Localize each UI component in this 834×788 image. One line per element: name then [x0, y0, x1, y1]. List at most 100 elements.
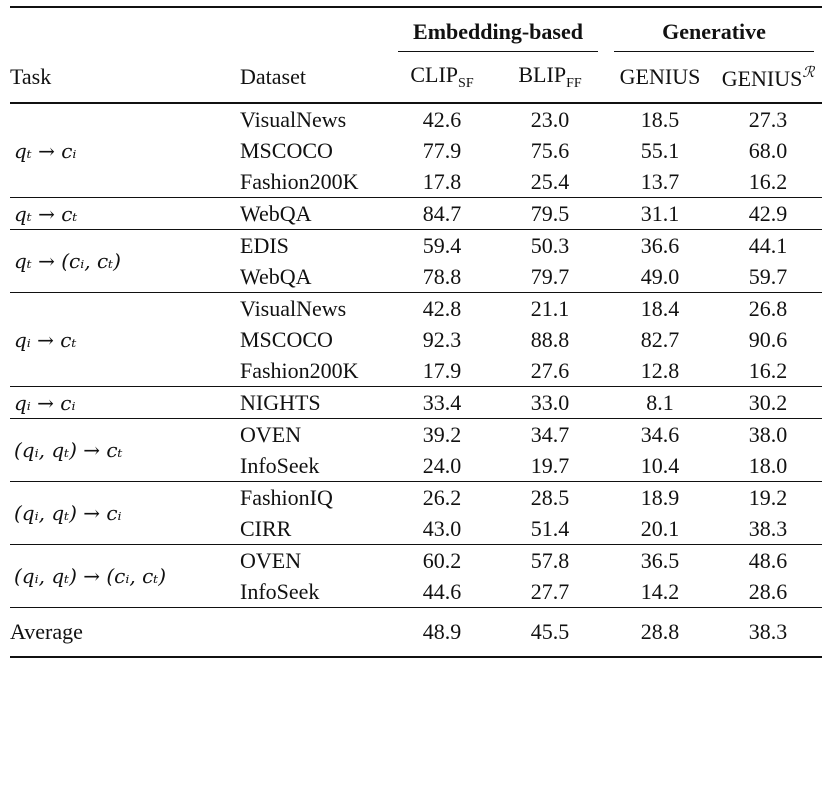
- clip-score-cell: 84.7: [422, 200, 462, 226]
- blip-score-cell: 23.0: [530, 106, 570, 132]
- header-spacer: [240, 7, 390, 52]
- table-row: qₜ → cᵢ VisualNews 42.6 23.0 18.5 27.3: [10, 103, 823, 163]
- dataset-cell: FashionIQ: [240, 484, 333, 510]
- genius-r-score-cell: 19.2: [748, 484, 788, 510]
- task-cell: qᵢ → cᵢ: [14, 390, 76, 415]
- genius-r-label: GENIUS: [721, 65, 803, 91]
- table-row: qₜ → cₜ WebQA 84.7 79.5 31.1 42.9: [10, 197, 823, 230]
- dataset-cell: OVEN: [240, 421, 302, 447]
- genius-r-score-cell: 27.3: [748, 106, 788, 132]
- blip-subscript: FF: [566, 76, 582, 91]
- column-header-dataset: Dataset: [240, 64, 306, 89]
- genius-r-score-cell: 38.3: [748, 515, 788, 541]
- genius-score-cell: 18.9: [640, 484, 680, 510]
- clip-score-cell: 42.6: [422, 106, 462, 132]
- clip-score-cell: 39.2: [422, 421, 462, 447]
- blip-score-cell: 21.1: [530, 295, 570, 321]
- genius-score-cell: 31.1: [640, 200, 680, 226]
- column-header-blip: BLIPFF: [494, 52, 606, 103]
- clip-subscript: SF: [458, 76, 474, 91]
- group-underline: [398, 51, 599, 52]
- table-row: Fashion200K 17.9 27.6 12.8 16.2: [10, 355, 822, 387]
- blip-score-cell: 50.3: [530, 232, 570, 258]
- table-row: InfoSeek 44.6 27.7 14.2 28.6: [10, 576, 822, 608]
- genius-r-score-cell: 44.1: [748, 232, 788, 258]
- average-section: Average 48.9 45.5 28.8 38.3: [10, 607, 823, 658]
- results-table: Embedding-based Generative Task Dataset …: [10, 6, 823, 658]
- genius-r-score-cell: 18.0: [748, 452, 788, 478]
- blip-score-cell: 57.8: [530, 547, 570, 573]
- dataset-cell: VisualNews: [240, 295, 347, 321]
- group-header-embedding-label: Embedding-based: [413, 19, 583, 44]
- average-label: Average: [10, 619, 83, 644]
- group-header-embedding: Embedding-based: [390, 7, 606, 52]
- column-header-clip: CLIPSF: [390, 52, 494, 103]
- genius-r-score-cell: 38.0: [748, 421, 788, 447]
- average-clip-cell: 48.9: [422, 619, 462, 644]
- genius-score-cell: 36.5: [640, 547, 680, 573]
- table-row: MSCOCO 77.9 75.6 55.1 68.0: [10, 135, 822, 166]
- table-row: Fashion200K 17.8 25.4 13.7 16.2: [10, 166, 822, 198]
- clip-score-cell: 44.6: [422, 578, 462, 604]
- clip-score-cell: 42.8: [422, 295, 462, 321]
- dataset-cell: InfoSeek: [240, 578, 320, 604]
- dataset-cell: CIRR: [240, 515, 292, 541]
- genius-score-cell: 13.7: [640, 168, 680, 194]
- dataset-cell: Fashion200K: [240, 357, 359, 383]
- genius-score-cell: 36.6: [640, 232, 680, 258]
- task-section: qₜ → cₜ WebQA 84.7 79.5 31.1 42.9: [10, 197, 823, 230]
- dataset-cell: NIGHTS: [240, 389, 321, 415]
- task-section: qₜ → cᵢ VisualNews 42.6 23.0 18.5 27.3 MSCOCO 7…: [10, 103, 823, 198]
- blip-score-cell: 19.7: [530, 452, 570, 478]
- group-header-generative: Generative: [606, 7, 822, 52]
- clip-score-cell: 59.4: [422, 232, 462, 258]
- genius-r-score-cell: 26.8: [748, 295, 788, 321]
- average-genius-r-cell: 38.3: [748, 619, 788, 644]
- table-row: qₜ → (cᵢ, cₜ) EDIS 59.4 50.3 36.6 44.1: [10, 229, 823, 273]
- dataset-cell: InfoSeek: [240, 452, 320, 478]
- genius-score-cell: 12.8: [640, 357, 680, 383]
- average-row: Average 48.9 45.5 28.8 38.3: [10, 607, 823, 658]
- genius-score-cell: 34.6: [640, 421, 680, 447]
- table-row: (qᵢ, qₜ) → cₜ OVEN 39.2 34.7 34.6 38.0: [10, 418, 823, 462]
- clip-score-cell: 17.8: [422, 168, 462, 194]
- clip-score-cell: 43.0: [422, 515, 462, 541]
- genius-r-score-cell: 90.6: [748, 326, 788, 352]
- table-row: qᵢ → cᵢ NIGHTS 33.4 33.0 8.1 30.2: [10, 386, 823, 419]
- blip-score-cell: 79.5: [530, 200, 570, 226]
- blip-score-cell: 51.4: [530, 515, 570, 541]
- genius-score-cell: 82.7: [640, 326, 680, 352]
- task-cell: qᵢ → cₜ: [14, 327, 77, 352]
- dataset-cell: WebQA: [240, 263, 312, 289]
- genius-r-score-cell: 30.2: [748, 389, 788, 415]
- clip-score-cell: 33.4: [422, 389, 462, 415]
- genius-score-cell: 18.4: [640, 295, 680, 321]
- table-row: WebQA 78.8 79.7 49.0 59.7: [10, 261, 822, 293]
- genius-r-score-cell: 16.2: [748, 168, 788, 194]
- clip-score-cell: 24.0: [422, 452, 462, 478]
- task-cell: (qᵢ, qₜ) → (cᵢ, cₜ): [14, 564, 167, 588]
- column-header-genius: GENIUS: [619, 64, 701, 89]
- dataset-cell: OVEN: [240, 547, 302, 573]
- clip-score-cell: 92.3: [422, 326, 462, 352]
- task-cell: qₜ → cᵢ: [14, 138, 77, 163]
- header-spacer: [10, 7, 240, 52]
- task-cell: qₜ → cₜ: [14, 201, 78, 226]
- blip-score-cell: 34.7: [530, 421, 570, 447]
- task-cell: qₜ → (cᵢ, cₜ): [14, 249, 121, 273]
- genius-score-cell: 20.1: [640, 515, 680, 541]
- genius-r-score-cell: 16.2: [748, 357, 788, 383]
- average-genius-cell: 28.8: [640, 619, 680, 644]
- blip-score-cell: 75.6: [530, 137, 570, 163]
- clip-score-cell: 78.8: [422, 263, 462, 289]
- blip-score-cell: 88.8: [530, 326, 570, 352]
- empty-cell: [240, 608, 390, 658]
- clip-score-cell: 17.9: [422, 357, 462, 383]
- blip-score-cell: 33.0: [530, 389, 570, 415]
- genius-r-score-cell: 28.6: [748, 578, 788, 604]
- task-section: (qᵢ, qₜ) → cᵢ FashionIQ 26.2 28.5 18.9 19.2 CI…: [10, 481, 823, 545]
- table-row: qᵢ → cₜ VisualNews 42.8 21.1 18.4 26.8: [10, 292, 823, 352]
- table-row: (qᵢ, qₜ) → cᵢ FashionIQ 26.2 28.5 18.9 19.2: [10, 481, 823, 525]
- blip-score-cell: 27.7: [530, 578, 570, 604]
- blip-label: BLIP: [518, 62, 567, 87]
